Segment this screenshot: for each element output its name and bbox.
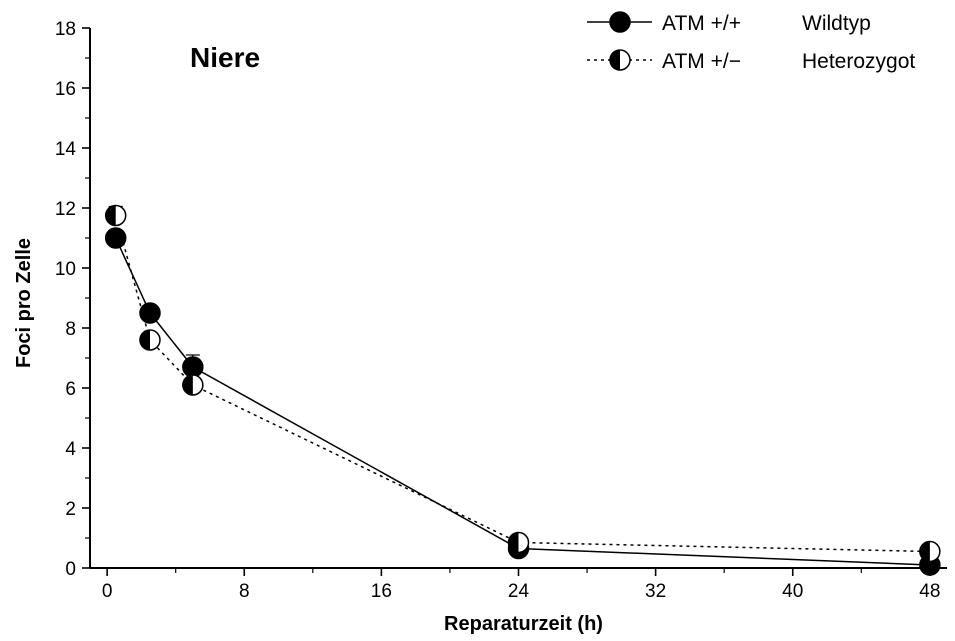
legend-entry-0: ATM +/+ Wildtyp	[587, 11, 871, 35]
half-circle-marker-fill	[182, 375, 193, 395]
data-point	[139, 302, 161, 324]
x-tick-label: 16	[371, 581, 392, 602]
series-line	[114, 215, 930, 553]
legend-entry-1: ATM +/− Heterozygot	[587, 49, 915, 73]
data-point	[182, 374, 204, 396]
y-tick-label: 18	[55, 19, 76, 40]
y-tick-label: 0	[65, 559, 76, 580]
legend-series-name: ATM +/+	[662, 12, 741, 35]
series-line	[115, 237, 930, 566]
half-circle-marker-fill	[105, 205, 116, 226]
data-point	[507, 531, 530, 554]
filled-circle-marker	[609, 11, 631, 33]
chart-title: Niere	[190, 42, 260, 73]
y-tick-label: 12	[55, 199, 76, 220]
y-tick-label: 6	[65, 379, 76, 400]
x-tick-label: 48	[919, 581, 940, 602]
series-markers-0	[104, 227, 941, 576]
half-circle-marker-fill	[919, 541, 930, 562]
half-circle-marker-fill	[139, 330, 150, 350]
legend-series-name: ATM +/−	[662, 50, 741, 73]
filled-circle-marker	[182, 356, 204, 378]
filled-circle-marker	[139, 302, 161, 324]
filled-circle-marker	[104, 227, 127, 249]
x-tick-label: 32	[645, 581, 666, 602]
series-markers-1	[104, 204, 941, 563]
data-point	[182, 356, 204, 378]
y-tick-label: 4	[65, 439, 76, 460]
legend-marker	[609, 49, 631, 71]
y-tick-label: 10	[55, 259, 76, 280]
half-circle-marker-fill	[508, 532, 519, 553]
x-tick-label: 40	[782, 581, 803, 602]
x-tick-label: 0	[102, 581, 113, 602]
half-circle-marker-fill	[610, 50, 620, 70]
y-tick-label: 16	[55, 79, 76, 100]
x-tick-label: 8	[239, 581, 250, 602]
y-tick-label: 2	[65, 499, 76, 520]
data-point	[104, 227, 127, 249]
data-point	[139, 329, 161, 351]
legend-series-group: Heterozygot	[802, 50, 915, 73]
data-point	[919, 540, 941, 563]
data-point	[104, 204, 127, 227]
legend-series-group: Wildtyp	[802, 12, 871, 35]
series-0	[115, 237, 930, 566]
y-tick-label: 8	[65, 319, 76, 340]
legend-marker	[609, 11, 631, 33]
y-tick-label: 14	[55, 139, 77, 160]
y-axis-title: Foci pro Zelle	[13, 238, 35, 368]
x-tick-label: 24	[508, 581, 530, 602]
series-1	[114, 215, 930, 553]
x-axis-title: Reparaturzeit (h)	[444, 613, 603, 635]
